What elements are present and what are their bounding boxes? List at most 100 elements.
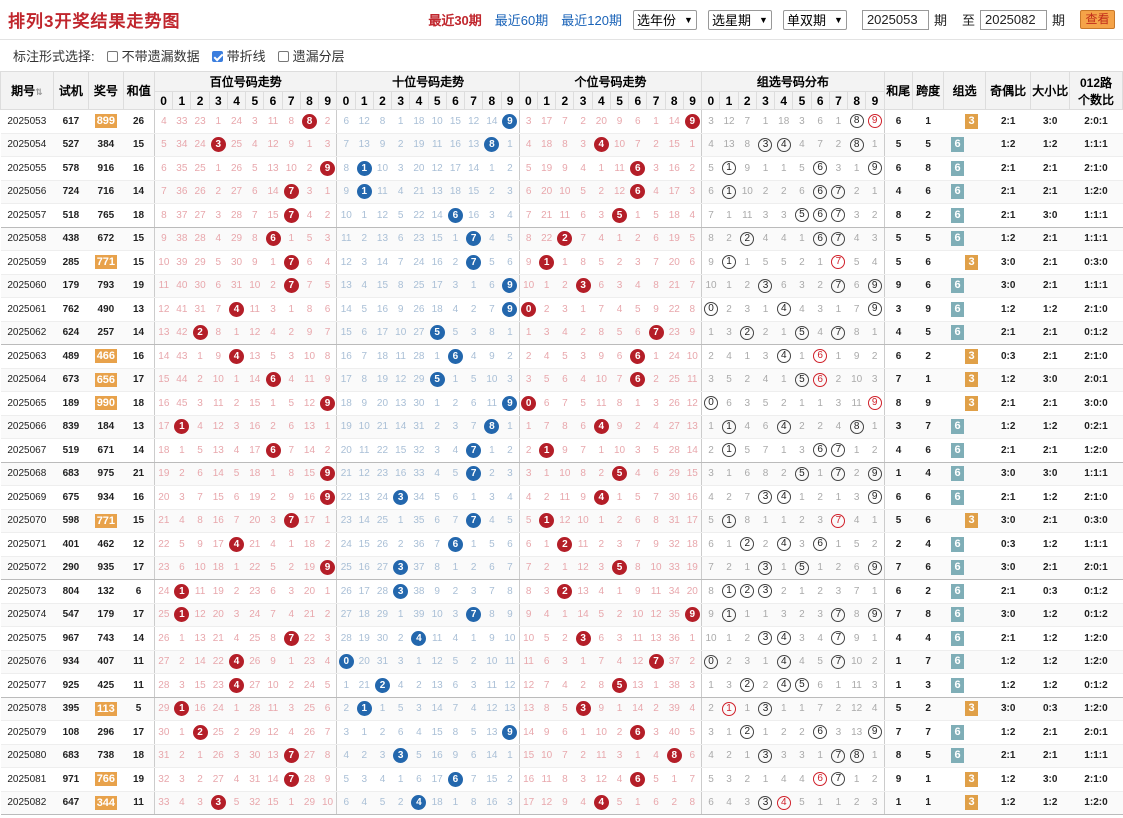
year-select[interactable]: 选年份 ▼	[632, 9, 697, 30]
miss-cell: 1	[537, 462, 556, 486]
header-issue[interactable]: 期号⇅	[0, 71, 54, 110]
miss-cell: 23	[245, 579, 264, 604]
table-row: 2025065 189 990 18 16 45 3 11 2 15 1 5 12 9 18 9 20 13 30 1…	[0, 391, 1123, 416]
miss-cell: 3	[811, 297, 830, 322]
miss-cell: 26	[336, 579, 356, 604]
group-ring: 5	[794, 372, 809, 387]
sum-cell: 16	[123, 344, 155, 369]
miss-cell: 6	[701, 180, 720, 204]
miss-cell: 4	[555, 673, 574, 698]
group-ring: 2	[740, 325, 755, 340]
miss-cell: 1	[719, 180, 739, 204]
trial-cell: 839	[53, 415, 89, 439]
miss-cell: 5	[153, 133, 173, 157]
week-select[interactable]: 选星期 ▼	[707, 9, 772, 30]
miss-cell: 7	[518, 203, 538, 228]
trial-cell: 804	[53, 579, 89, 604]
miss-cell: 7	[847, 297, 866, 322]
miss-cell: 10	[701, 274, 720, 298]
miss-cell: 16	[190, 697, 210, 721]
miss-cell: 7	[683, 274, 702, 298]
miss-cell: 3	[318, 626, 337, 651]
miss-cell: 2	[646, 368, 666, 392]
miss-cell: 7	[391, 250, 410, 275]
miss-cell: 6	[573, 203, 593, 228]
miss-cell: 6	[464, 744, 483, 768]
from-issue-input[interactable]: 2025053	[861, 9, 929, 30]
miss-cell: 6	[446, 532, 465, 557]
draw-ball: 3	[393, 748, 409, 764]
miss-cell: 5	[446, 462, 465, 486]
range-link[interactable]: 最近60期	[494, 13, 549, 28]
miss-cell: 4	[227, 767, 246, 792]
miss-cell: 3	[501, 462, 520, 486]
group-type-badge: 6	[951, 654, 965, 670]
option-checkbox[interactable]	[211, 50, 223, 62]
oe-cell: 3:0	[985, 250, 1031, 275]
miss-cell: 23	[373, 462, 392, 486]
group-ring: 5	[794, 208, 809, 223]
miss-cell: 1	[829, 109, 848, 134]
miss-cell: 9	[865, 156, 885, 181]
miss-cell: 4	[847, 509, 866, 533]
miss-cell: 17	[518, 791, 538, 815]
range-link[interactable]: 最近30期	[428, 13, 482, 28]
miss-cell: 3	[190, 391, 210, 416]
miss-cell: 9	[865, 462, 885, 486]
group-cell: 3	[943, 767, 986, 792]
range-link[interactable]: 最近120期	[561, 13, 622, 28]
miss-cell: 2	[482, 462, 501, 486]
miss-cell: 11	[263, 697, 283, 721]
page-title: 排列3开奖结果走势图	[8, 12, 181, 31]
bs-cell: 2:1	[1030, 227, 1070, 251]
header-trial: 试机	[52, 71, 90, 110]
miss-cell: 3	[227, 603, 246, 627]
miss-cell: 1	[464, 532, 483, 557]
option-checkbox[interactable]	[106, 50, 118, 62]
miss-cell: 3	[190, 791, 210, 815]
miss-cell: 8	[555, 133, 574, 157]
miss-cell: 0	[701, 650, 720, 674]
miss-cell: 7	[209, 297, 228, 322]
draw-ball: 7	[283, 254, 299, 270]
header-digit: 8	[847, 91, 867, 110]
miss-cell: 1	[719, 415, 739, 439]
miss-cell: 1	[756, 109, 775, 134]
miss-cell: 2	[373, 673, 392, 698]
miss-cell: 3	[774, 603, 793, 627]
miss-cell: 5	[464, 368, 483, 392]
miss-cell: 15	[428, 227, 447, 251]
miss-cell: 19	[153, 462, 173, 486]
draw-ball: 3	[210, 795, 226, 811]
miss-cell: 21	[300, 603, 319, 627]
span-cell: 5	[912, 744, 944, 768]
prize-cell: 738	[88, 744, 124, 768]
parity-select[interactable]: 单双期 ▼	[782, 9, 847, 30]
issue-cell: 2025080	[0, 744, 54, 768]
table-row: 2025058 438 672 15 9 38 28 4 29 8 6 1 5 3 11 2 13 6 23 15 1 7…	[0, 227, 1123, 251]
to-issue-input[interactable]: 2025082	[979, 9, 1047, 30]
oe-cell: 3:0	[985, 462, 1031, 486]
miss-cell: 3	[282, 344, 301, 369]
miss-cell: 2	[227, 579, 246, 604]
miss-cell: 8	[847, 133, 866, 157]
miss-cell: 8	[592, 673, 611, 698]
prize-cell: 765	[88, 203, 124, 228]
miss-cell: 2	[719, 485, 739, 510]
table-row: 2025081 971 766 19 32 3 2 27 4 31 14 7 28 9 5 3 4 1 6 17 6 7 1…	[0, 767, 1123, 792]
road-cell: 0:3:0	[1069, 509, 1123, 533]
miss-cell: 24	[409, 250, 429, 275]
miss-cell: 11	[847, 673, 866, 698]
to-label: 至	[961, 13, 975, 28]
table-row: 2025060 179 793 19 11 40 30 6 31 10 2 7 7 5 13 4 15 8 25 17…	[0, 274, 1123, 298]
query-button[interactable]: 查看	[1080, 10, 1115, 29]
option-checkbox[interactable]	[277, 50, 289, 62]
miss-cell: 7	[701, 556, 720, 580]
miss-cell: 5	[774, 250, 793, 275]
miss-cell: 21	[665, 274, 684, 298]
miss-cell: 8	[263, 626, 283, 651]
miss-cell: 10	[482, 368, 501, 392]
oe-cell: 0:3	[985, 344, 1031, 369]
group-ring: 9	[867, 466, 882, 481]
miss-cell: 7	[464, 438, 483, 463]
